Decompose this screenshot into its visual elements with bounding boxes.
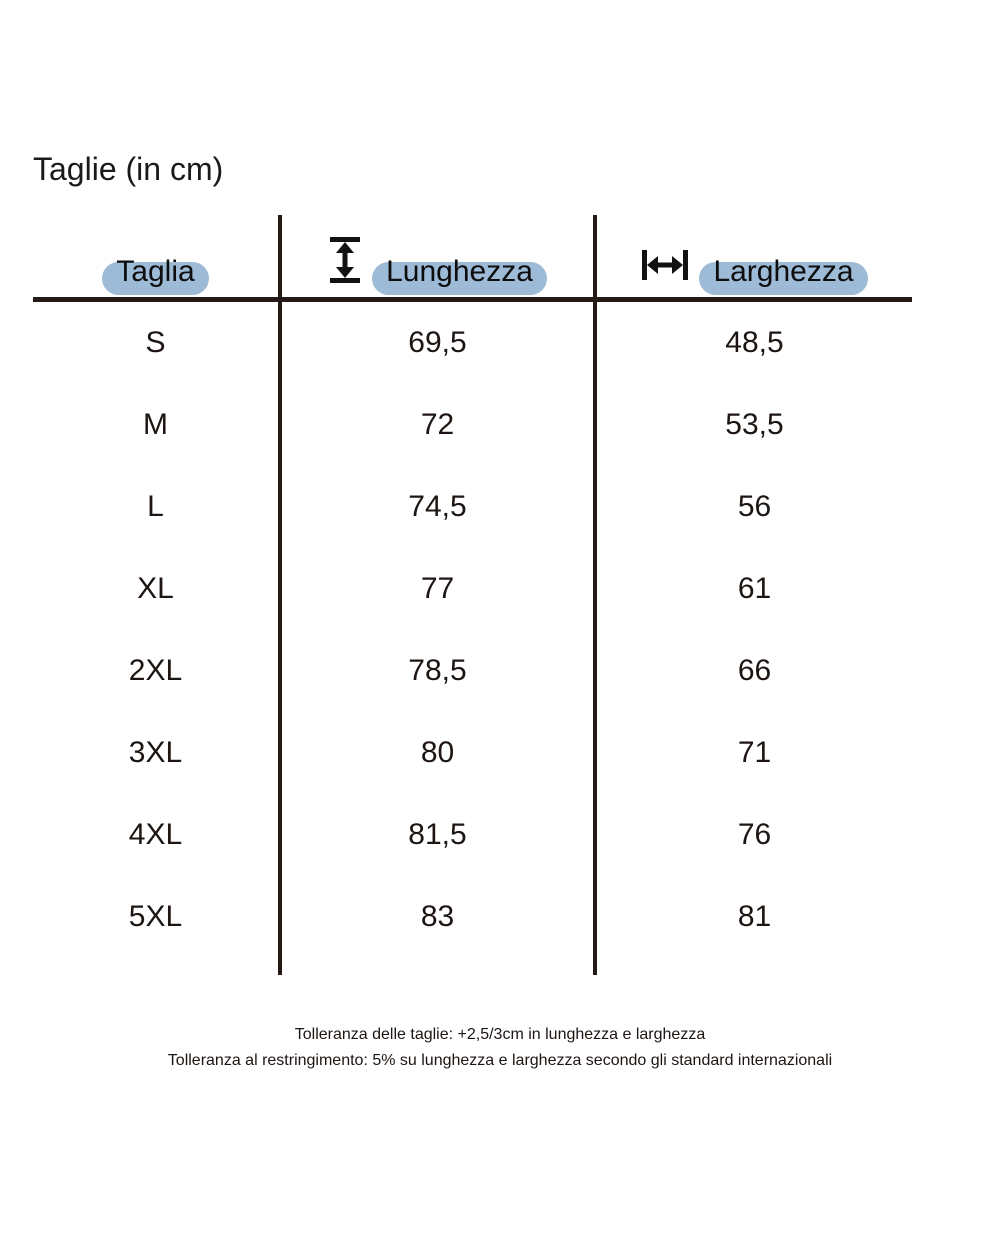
header-cell-width: Larghezza — [597, 215, 912, 297]
cell-length: 72 — [420, 408, 455, 441]
table-row: 4XL 81,5 76 — [33, 794, 912, 876]
table-row: 3XL 80 71 — [33, 712, 912, 794]
footnotes: Tolleranza delle taglie: +2,5/3cm in lun… — [0, 1022, 1000, 1074]
table-row: 2XL 78,5 66 — [33, 630, 912, 712]
cell-width: 53,5 — [725, 408, 784, 441]
column-divider-right — [593, 215, 597, 975]
footnote-tolerance-sizes: Tolleranza delle taglie: +2,5/3cm in lun… — [294, 1026, 706, 1043]
cell-length: 77 — [420, 572, 455, 605]
header-cell-length: Lunghezza — [282, 215, 593, 297]
cell-width: 76 — [737, 818, 772, 851]
table-row: 5XL 83 81 — [33, 876, 912, 958]
horizontal-double-arrow-icon — [641, 246, 689, 289]
cell-length: 80 — [420, 736, 455, 769]
cell-width: 48,5 — [725, 326, 784, 359]
table-row: S 69,5 48,5 — [33, 302, 912, 384]
table-header-row: Taglia Lunghezza — [33, 215, 912, 297]
header-rule — [33, 297, 912, 302]
cell-size: L — [147, 490, 164, 523]
cell-size: S — [145, 326, 166, 359]
cell-length: 81,5 — [408, 818, 467, 851]
cell-length: 69,5 — [408, 326, 467, 359]
header-label-width: Larghezza — [699, 255, 868, 295]
table-row: M 72 53,5 — [33, 384, 912, 466]
cell-length: 83 — [420, 900, 455, 933]
table-row: L 74,5 56 — [33, 466, 912, 548]
cell-size: M — [143, 408, 168, 441]
cell-width: 81 — [737, 900, 772, 933]
cell-size: XL — [137, 572, 174, 605]
column-divider-left — [278, 215, 282, 975]
cell-width: 61 — [737, 572, 772, 605]
vertical-double-arrow-icon — [328, 236, 362, 289]
cell-width: 56 — [737, 490, 772, 523]
page-title: Taglie (in cm) — [33, 151, 224, 187]
cell-length: 74,5 — [408, 490, 467, 523]
cell-size: 5XL — [128, 900, 183, 933]
footnote-tolerance-shrink: Tolleranza al restringimento: 5% su lung… — [167, 1052, 833, 1069]
cell-length: 78,5 — [408, 654, 467, 687]
header-label-size: Taglia — [102, 255, 210, 295]
cell-size: 3XL — [128, 736, 183, 769]
header-label-length: Lunghezza — [372, 255, 547, 295]
cell-size: 2XL — [128, 654, 183, 687]
table-row: XL 77 61 — [33, 548, 912, 630]
table-body: S 69,5 48,5 M 72 53,5 L 74,5 56 XL 77 61… — [33, 302, 912, 958]
header-cell-size: Taglia — [33, 215, 278, 297]
cell-width: 66 — [737, 654, 772, 687]
size-chart-table: Taglia Lunghezza — [33, 215, 912, 975]
cell-width: 71 — [737, 736, 772, 769]
cell-size: 4XL — [128, 818, 183, 851]
